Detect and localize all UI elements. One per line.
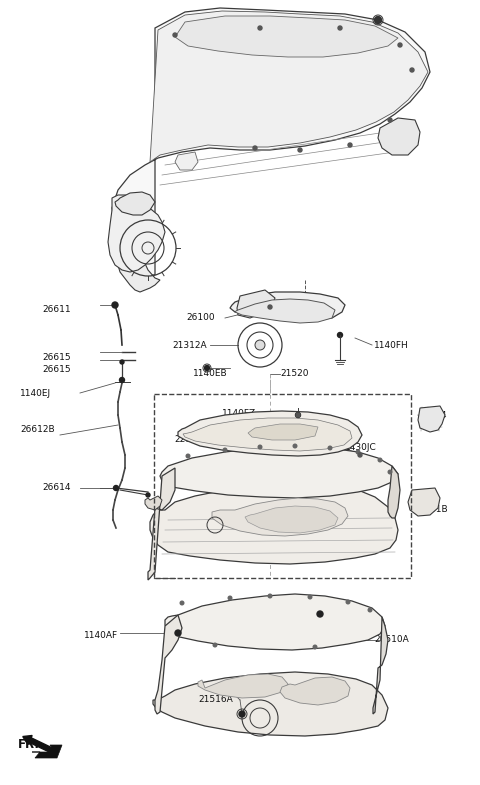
Circle shape <box>378 458 382 462</box>
Polygon shape <box>145 496 162 510</box>
Circle shape <box>348 143 352 147</box>
Text: FR.: FR. <box>18 739 40 751</box>
Polygon shape <box>280 677 350 705</box>
Text: 1140FH: 1140FH <box>374 341 409 349</box>
Circle shape <box>258 26 262 30</box>
Circle shape <box>146 493 150 497</box>
Polygon shape <box>175 16 398 57</box>
Circle shape <box>298 148 302 152</box>
Text: 21451B: 21451B <box>413 506 448 514</box>
Polygon shape <box>378 118 420 155</box>
Circle shape <box>296 412 300 418</box>
Polygon shape <box>112 8 430 275</box>
Circle shape <box>398 43 402 47</box>
Polygon shape <box>150 11 428 162</box>
Polygon shape <box>198 674 288 698</box>
Polygon shape <box>160 446 398 498</box>
Circle shape <box>356 451 360 454</box>
Text: 21513A: 21513A <box>298 636 333 644</box>
Text: 21514: 21514 <box>418 411 446 419</box>
Circle shape <box>255 340 265 350</box>
Circle shape <box>293 444 297 447</box>
Polygon shape <box>108 195 165 272</box>
Bar <box>154 394 411 578</box>
Text: 26615: 26615 <box>42 366 71 374</box>
Circle shape <box>337 333 343 338</box>
Polygon shape <box>408 488 440 516</box>
Polygon shape <box>212 498 348 536</box>
Circle shape <box>223 448 227 452</box>
Polygon shape <box>248 424 318 440</box>
Circle shape <box>120 360 124 364</box>
Circle shape <box>239 711 245 717</box>
Circle shape <box>253 146 257 150</box>
Polygon shape <box>115 198 160 292</box>
Polygon shape <box>175 152 198 170</box>
Circle shape <box>388 470 392 474</box>
Polygon shape <box>245 506 338 533</box>
Polygon shape <box>235 299 335 323</box>
Polygon shape <box>373 617 388 714</box>
Circle shape <box>268 305 272 309</box>
Text: 1140FZ: 1140FZ <box>222 408 256 418</box>
Circle shape <box>268 594 272 598</box>
Polygon shape <box>178 411 362 456</box>
Text: 26611: 26611 <box>42 305 71 315</box>
Circle shape <box>338 26 342 30</box>
Polygon shape <box>388 466 400 518</box>
Text: 1140EJ: 1140EJ <box>20 389 51 397</box>
Text: 21512: 21512 <box>330 611 359 619</box>
Text: 26612B: 26612B <box>20 425 55 435</box>
Polygon shape <box>32 745 62 758</box>
Circle shape <box>410 68 414 72</box>
Text: 26100: 26100 <box>186 313 215 323</box>
Circle shape <box>120 378 124 382</box>
Text: 22143A: 22143A <box>174 436 208 444</box>
Circle shape <box>113 485 119 491</box>
Polygon shape <box>230 292 345 320</box>
Polygon shape <box>155 615 182 714</box>
Circle shape <box>228 596 232 600</box>
Circle shape <box>317 611 323 617</box>
Polygon shape <box>165 594 385 650</box>
Circle shape <box>388 118 392 122</box>
Text: 21516A: 21516A <box>198 696 233 704</box>
Text: 1140AF: 1140AF <box>84 630 118 640</box>
Circle shape <box>328 446 332 450</box>
Circle shape <box>308 595 312 599</box>
Circle shape <box>374 16 382 24</box>
Circle shape <box>112 302 118 308</box>
Circle shape <box>204 366 209 371</box>
Circle shape <box>186 455 190 458</box>
Circle shape <box>368 608 372 612</box>
Text: 26614: 26614 <box>42 484 71 492</box>
FancyArrow shape <box>23 736 56 754</box>
Text: 21520: 21520 <box>280 370 309 378</box>
Text: 26615: 26615 <box>42 353 71 363</box>
Polygon shape <box>418 406 445 432</box>
Circle shape <box>313 645 317 648</box>
Text: 21510A: 21510A <box>374 636 409 644</box>
Text: 1430JC: 1430JC <box>345 444 377 452</box>
Circle shape <box>173 33 177 37</box>
Circle shape <box>213 643 217 647</box>
Text: 1140EB: 1140EB <box>193 370 228 378</box>
Circle shape <box>296 413 300 417</box>
Circle shape <box>258 445 262 449</box>
Polygon shape <box>153 672 388 736</box>
Polygon shape <box>148 468 175 580</box>
Circle shape <box>175 630 181 636</box>
Circle shape <box>358 453 362 457</box>
Circle shape <box>180 601 184 604</box>
Circle shape <box>346 601 350 604</box>
Polygon shape <box>115 192 155 215</box>
Text: 21312A: 21312A <box>172 341 207 349</box>
Polygon shape <box>237 290 275 318</box>
Polygon shape <box>183 418 352 451</box>
Polygon shape <box>150 484 398 564</box>
